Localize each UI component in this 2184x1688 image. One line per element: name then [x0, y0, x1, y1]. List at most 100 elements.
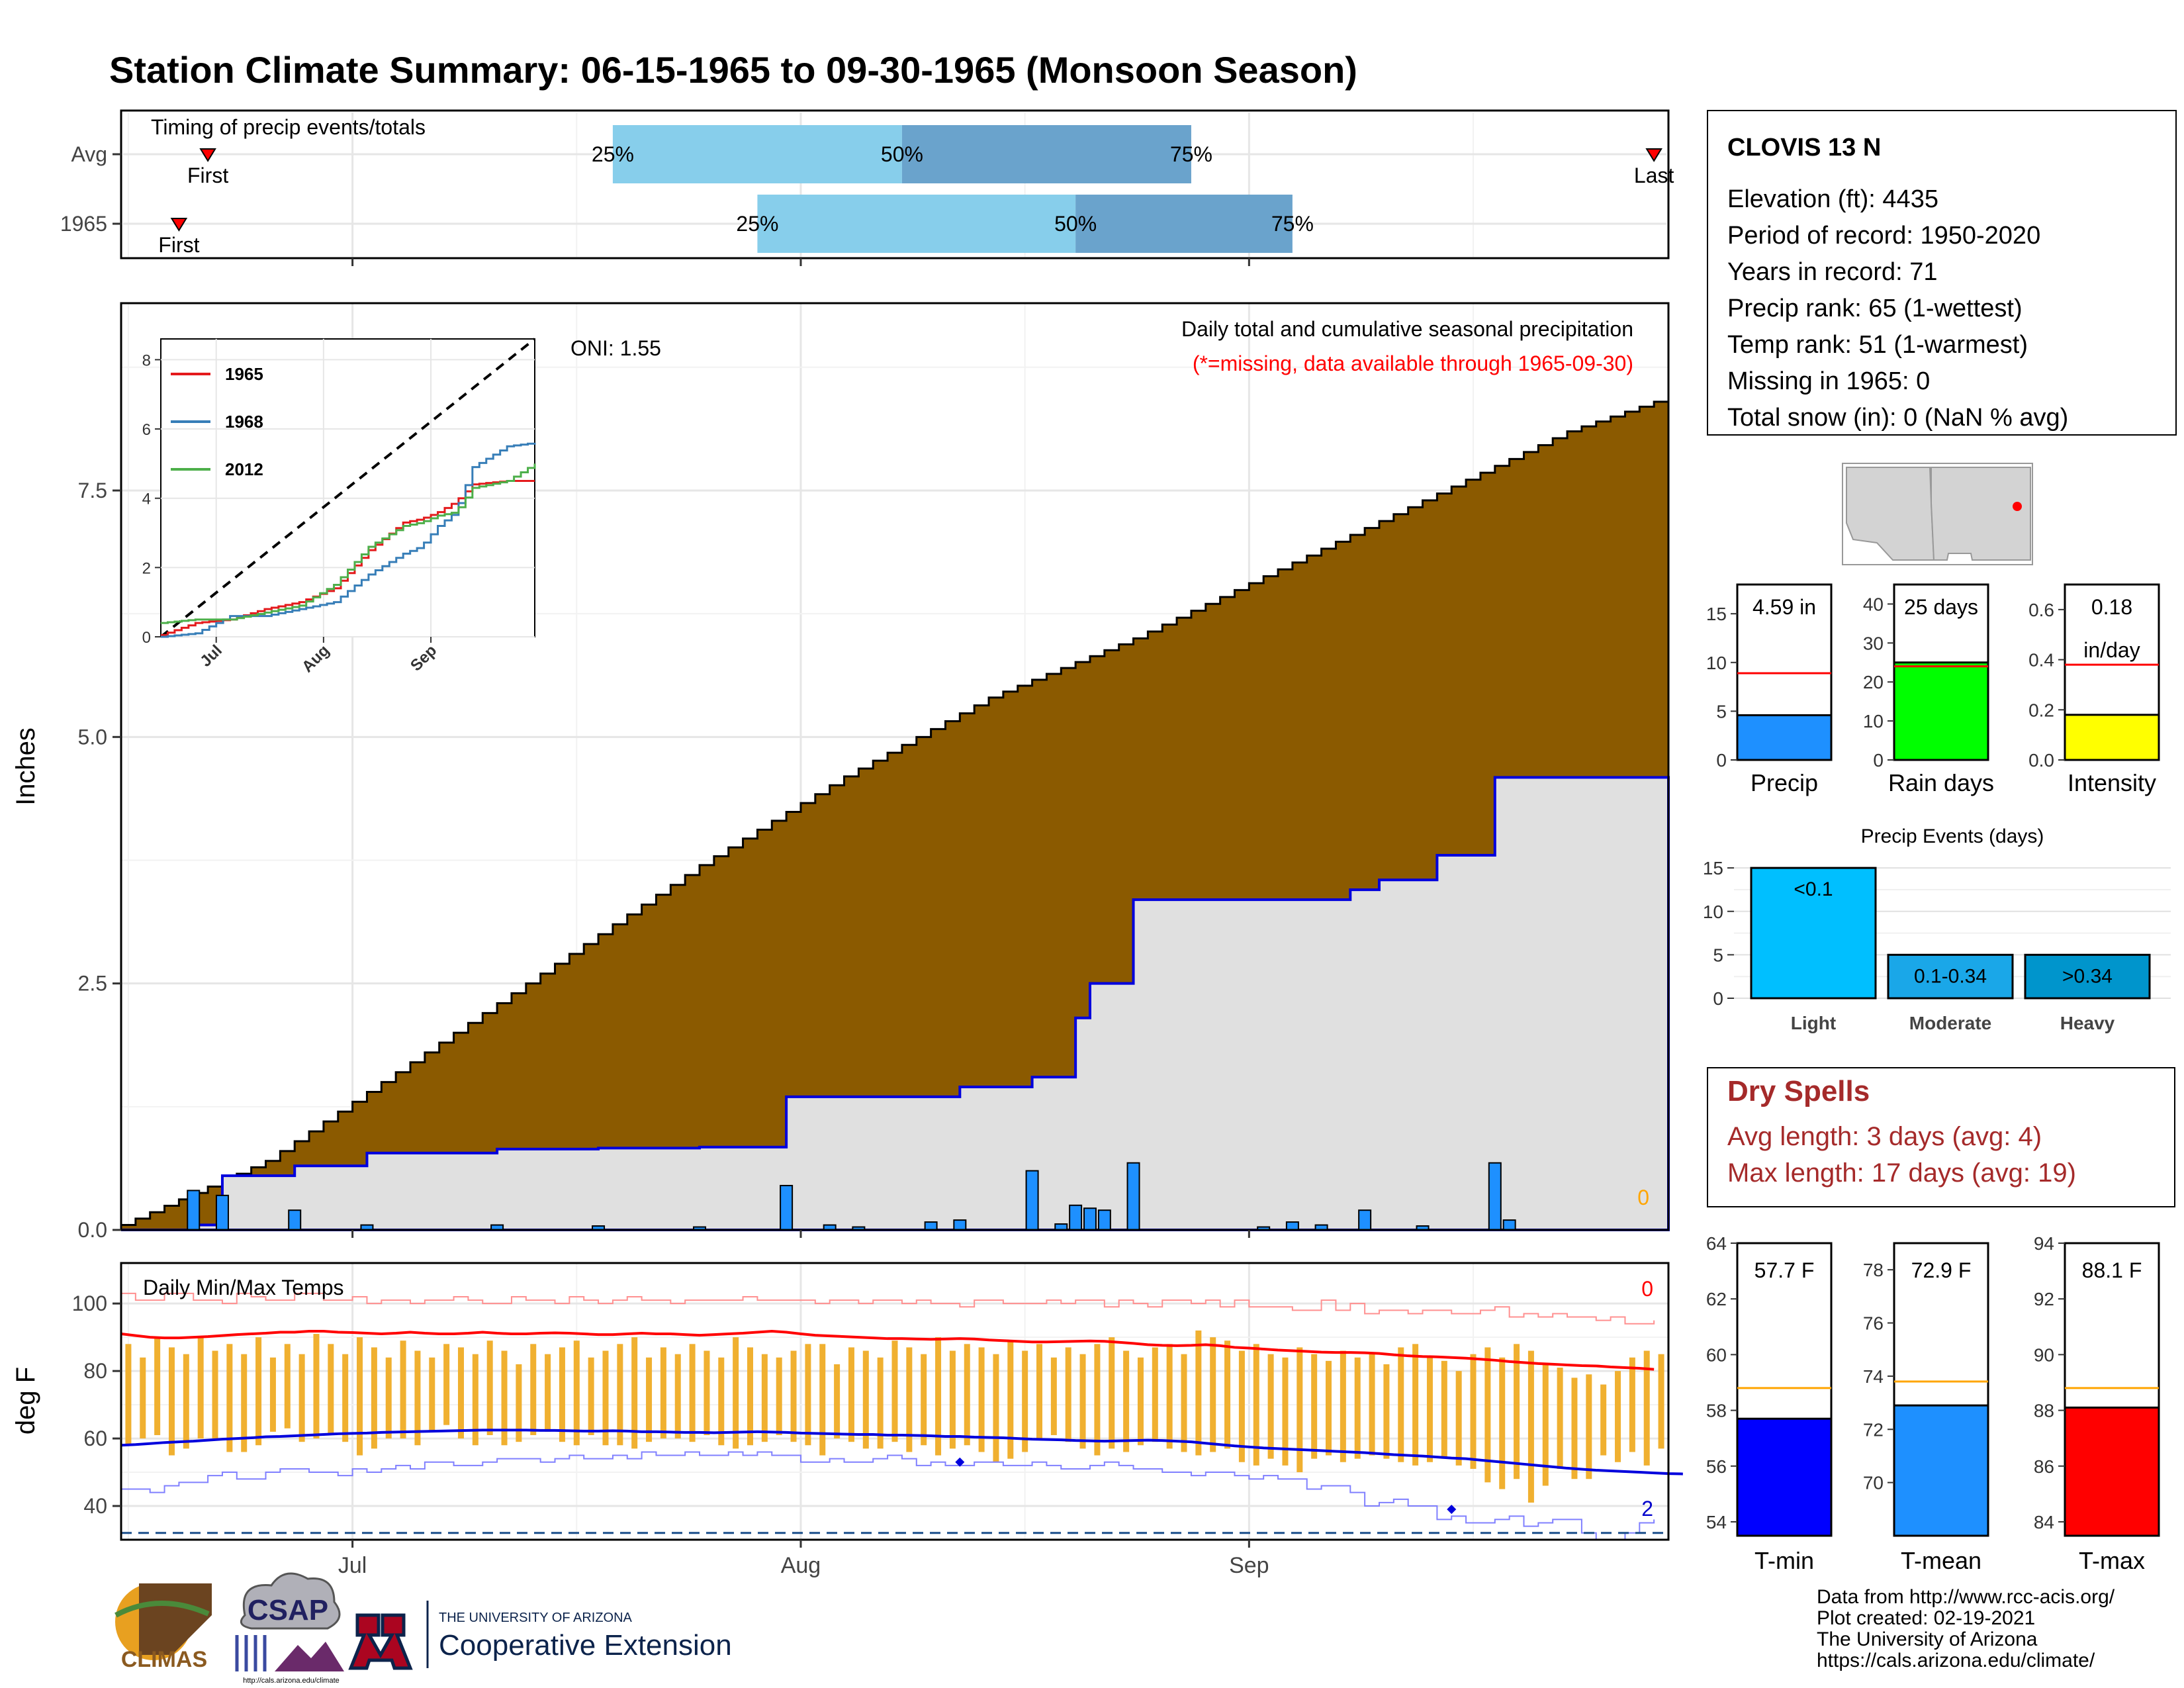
inset-legend-label: 1965 [225, 364, 263, 384]
daily-temp-bar [921, 1354, 927, 1446]
daily-precip-bar [1488, 1162, 1502, 1231]
temp-panel-title: Daily Min/Max Temps [143, 1276, 343, 1299]
timing-row-label: Avg [71, 142, 107, 166]
precip-event-category: Heavy [2060, 1013, 2115, 1033]
temp-summary-y-label: 92 [2034, 1289, 2054, 1309]
station-detail-line: Years in record: 71 [1727, 258, 1938, 286]
daily-temp-bar [1036, 1344, 1043, 1439]
daily-temp-bar [631, 1337, 638, 1449]
daily-temp-bar [877, 1357, 884, 1449]
temp-panel-frame [120, 1262, 1670, 1541]
daily-temp-bar [573, 1340, 580, 1446]
timing-first-marker [170, 218, 188, 232]
station-detail-line: Period of record: 1950-2020 [1727, 222, 2040, 250]
daily-precip-bar [780, 1184, 794, 1231]
inset-y-tick-label: 4 [142, 491, 151, 508]
timing-label: Timing of precip events/totals [151, 115, 426, 139]
station-location-marker [2013, 502, 2022, 511]
daily-temp-bar [747, 1347, 753, 1446]
x-tick-label: Jul [338, 1553, 367, 1578]
temp-summary-value: 72.9 F [1911, 1258, 1972, 1282]
daily-temp-bar [545, 1354, 551, 1432]
precip-panel: Daily total and cumulative seasonal prec… [11, 302, 1670, 1242]
station-detail-line: Precip rank: 65 (1-wettest) [1727, 295, 2023, 322]
temp-summary-fill [1736, 1417, 1833, 1537]
daily-temp-bar [1123, 1350, 1130, 1452]
dry-spells-title: Dry Spells [1727, 1075, 1870, 1107]
climas-logo: CLIMAS [114, 1583, 212, 1672]
events-y-label: 5 [1713, 945, 1723, 965]
temp-summary-y-label: 60 [1706, 1344, 1727, 1365]
daily-precip-bar [288, 1209, 302, 1231]
events-y-label: 15 [1703, 858, 1723, 878]
daily-temp-bar [385, 1357, 392, 1439]
locator-map [1842, 463, 2033, 565]
new-mexico-shape [1931, 467, 2031, 561]
temp-summary-label: T-max [2079, 1547, 2145, 1574]
daily-temp-bar [1441, 1360, 1447, 1459]
inset-series-line [161, 463, 536, 624]
figure-title: Station Climate Summary: 06-15-1965 to 0… [109, 49, 1357, 91]
shared-x-axis: Jul Aug Sep [338, 1230, 1269, 1578]
dry-spells-max: Max length: 17 days (avg: 19) [1727, 1158, 2076, 1188]
daily-temp-bar [819, 1344, 826, 1456]
csap-url: http://cals.arizona.edu/climate [243, 1677, 340, 1685]
arizona-shape [1846, 467, 1935, 561]
csap-wordmark: CSAP [248, 1594, 328, 1626]
temp-summary-fill [2064, 1406, 2160, 1537]
station-detail-line: Elevation (ft): 4435 [1727, 185, 1938, 213]
timing-last-label: Last [1634, 164, 1674, 187]
station-detail-line: Temp rank: 51 (1-warmest) [1727, 331, 2028, 359]
temp-summary-value: 88.1 F [2082, 1258, 2142, 1282]
timing-p50-label: 50% [881, 142, 923, 166]
precip-events-chart: Precip Events (days) 0 5 10 15 <0.1 Light 0.1-… [1703, 825, 2171, 1033]
precip-y-axis-label: Inches [11, 727, 40, 806]
daily-temp-bar [805, 1344, 811, 1446]
timing-first-label: First [187, 164, 228, 187]
precip-y-tick-label: 5.0 [78, 725, 107, 749]
daily-temp-bar [1311, 1354, 1318, 1459]
daily-temp-bar [1369, 1354, 1375, 1456]
timing-p25-label: 25% [736, 212, 778, 236]
station-info-frame [1707, 110, 2177, 436]
inset-series [159, 338, 536, 638]
timing-bar-50-75 [1075, 195, 1293, 253]
daily-temp-bar [1499, 1357, 1506, 1489]
daily-temp-bar [1297, 1347, 1303, 1473]
summary-bar-fill [1893, 661, 1989, 761]
daily-temp-bar [414, 1350, 421, 1446]
temp-summary-label: T-mean [1901, 1547, 1981, 1574]
daily-temp-bar [1022, 1350, 1028, 1452]
daily-temp-bar [212, 1350, 218, 1439]
precip-event-bar [2024, 953, 2151, 1000]
daily-temp-bar [1326, 1360, 1332, 1456]
temp-summary-y-label: 94 [2034, 1233, 2054, 1254]
temp-y-tick-label: 100 [72, 1291, 107, 1315]
timing-bar-50-75 [901, 125, 1191, 183]
daily-temp-bar [486, 1340, 493, 1435]
daily-temp-bar [646, 1357, 653, 1442]
daily-precip-bar [1025, 1170, 1039, 1231]
inset-legend-label: 2012 [225, 459, 263, 479]
summary-bar-value: 0.18 [2091, 595, 2132, 619]
daily-temp-bar [1137, 1357, 1144, 1446]
timing-bar-25-50 [757, 195, 1076, 253]
temp-summary-y-label: 74 [1863, 1366, 1884, 1387]
daily-temp-bar [125, 1344, 132, 1446]
temp-summary-fill [1893, 1404, 1989, 1537]
summary-bar-fill [1736, 714, 1833, 761]
daily-temp-bar [1181, 1354, 1187, 1452]
events-y-label: 0 [1713, 988, 1723, 1009]
daily-temp-bar [1152, 1347, 1158, 1442]
daily-precip-bar [1358, 1209, 1372, 1231]
daily-temp-bar [443, 1344, 450, 1425]
inset-reference-line [159, 338, 536, 638]
daily-temp-bar [284, 1344, 291, 1429]
daily-temp-bar [1354, 1357, 1361, 1459]
temp-summary-y-label: 86 [2034, 1456, 2054, 1477]
precip-panel-frame [120, 302, 1670, 1231]
summary-bar-y-label: 15 [1706, 604, 1727, 624]
daily-temp-bar [342, 1354, 349, 1442]
x-tick-label: Aug [781, 1553, 821, 1578]
